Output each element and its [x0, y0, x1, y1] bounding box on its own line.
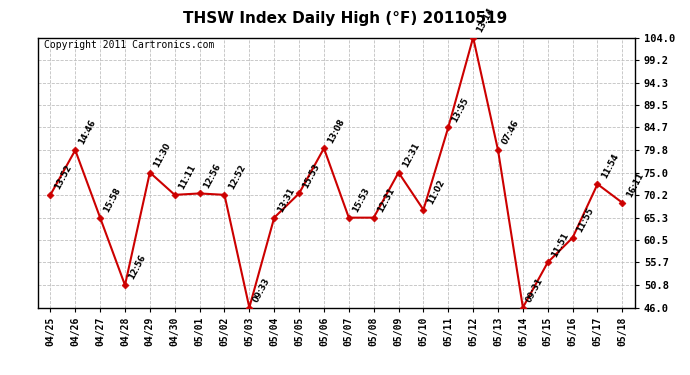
Text: 15:53: 15:53	[351, 186, 371, 214]
Text: 13:31: 13:31	[276, 186, 297, 214]
Text: THSW Index Daily High (°F) 20110519: THSW Index Daily High (°F) 20110519	[183, 11, 507, 26]
Text: 07:46: 07:46	[500, 119, 520, 146]
Text: 13:52: 13:52	[52, 163, 73, 191]
Text: 11:54: 11:54	[600, 153, 620, 180]
Text: 11:11: 11:11	[177, 163, 197, 191]
Text: 15:58: 15:58	[102, 186, 123, 214]
Text: 11:55: 11:55	[575, 206, 595, 234]
Text: 16:11: 16:11	[624, 171, 645, 199]
Text: 13:14: 13:14	[475, 6, 495, 34]
Text: 12:56: 12:56	[201, 162, 222, 190]
Text: 11:30: 11:30	[152, 141, 172, 169]
Text: 11:51: 11:51	[550, 231, 571, 259]
Text: 12:31: 12:31	[375, 186, 396, 214]
Text: 12:31: 12:31	[400, 141, 421, 169]
Text: 13:55: 13:55	[451, 96, 471, 124]
Text: 11:02: 11:02	[426, 178, 446, 206]
Text: 13:08: 13:08	[326, 117, 346, 145]
Text: 12:56: 12:56	[127, 254, 148, 281]
Text: 09:33: 09:33	[251, 276, 272, 304]
Text: 15:53: 15:53	[301, 162, 322, 190]
Text: 14:46: 14:46	[77, 118, 98, 146]
Text: Copyright 2011 Cartronics.com: Copyright 2011 Cartronics.com	[44, 40, 215, 50]
Text: 09:31: 09:31	[525, 276, 545, 304]
Text: 12:52: 12:52	[226, 163, 247, 191]
